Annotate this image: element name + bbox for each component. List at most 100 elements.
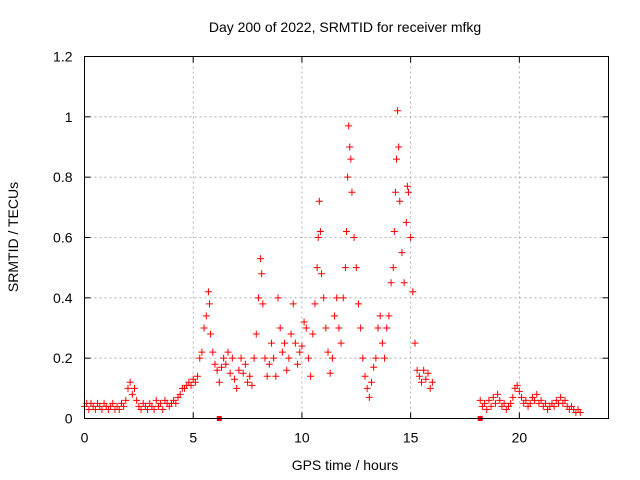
data-point bbox=[304, 354, 312, 362]
data-point bbox=[518, 393, 526, 401]
data-point bbox=[209, 348, 217, 356]
data-point bbox=[222, 360, 230, 368]
data-point bbox=[200, 324, 208, 332]
data-point bbox=[372, 354, 380, 362]
data-point bbox=[400, 279, 408, 287]
data-point bbox=[394, 107, 402, 115]
data-point bbox=[533, 390, 541, 398]
data-point bbox=[507, 399, 515, 407]
data-point bbox=[494, 390, 502, 398]
y-tick-label: 0 bbox=[65, 411, 73, 427]
data-point bbox=[413, 366, 421, 374]
y-tick-label: 1 bbox=[65, 109, 73, 125]
grid-lines bbox=[84, 56, 609, 419]
data-point bbox=[283, 366, 291, 374]
data-point bbox=[381, 354, 389, 362]
data-point bbox=[378, 339, 386, 347]
data-point bbox=[252, 330, 260, 338]
data-point bbox=[172, 399, 180, 407]
data-point bbox=[404, 188, 412, 196]
data-point bbox=[207, 330, 215, 338]
data-point bbox=[522, 396, 530, 404]
data-point bbox=[261, 354, 269, 362]
data-point bbox=[422, 375, 430, 383]
data-point bbox=[489, 393, 497, 401]
data-point bbox=[326, 369, 334, 377]
data-point bbox=[345, 122, 353, 130]
x-tick-label: 10 bbox=[294, 430, 310, 446]
data-point bbox=[496, 396, 504, 404]
data-point bbox=[424, 369, 432, 377]
data-point bbox=[233, 384, 241, 392]
data-point bbox=[237, 354, 245, 362]
data-point bbox=[352, 264, 360, 272]
data-point bbox=[187, 381, 195, 389]
data-point bbox=[235, 366, 243, 374]
data-point bbox=[385, 312, 393, 320]
data-point bbox=[126, 378, 134, 386]
data-point bbox=[257, 255, 265, 263]
data-point bbox=[246, 372, 254, 380]
data-point bbox=[389, 264, 397, 272]
data-point bbox=[285, 354, 293, 362]
data-point bbox=[398, 249, 406, 257]
y-tick-label: 0.4 bbox=[53, 290, 73, 306]
data-point bbox=[515, 387, 523, 395]
data-point bbox=[420, 366, 428, 374]
data-point bbox=[359, 354, 367, 362]
data-point bbox=[298, 342, 306, 350]
data-point bbox=[226, 369, 234, 377]
data-point bbox=[550, 402, 558, 410]
data-point bbox=[383, 324, 391, 332]
data-point bbox=[133, 396, 141, 404]
data-point bbox=[307, 372, 315, 380]
data-point bbox=[300, 318, 308, 326]
data-point bbox=[409, 288, 417, 296]
data-point bbox=[248, 381, 256, 389]
data-point bbox=[204, 288, 212, 296]
data-point bbox=[122, 396, 130, 404]
y-axis-label: SRMTID / TECUs bbox=[5, 182, 21, 292]
data-point bbox=[350, 234, 358, 241]
data-point bbox=[320, 294, 328, 302]
data-point bbox=[215, 378, 223, 386]
data-point bbox=[395, 143, 403, 151]
data-point bbox=[418, 378, 426, 386]
data-point bbox=[213, 366, 221, 374]
data-point bbox=[537, 396, 545, 404]
data-point bbox=[311, 300, 319, 308]
data-point bbox=[324, 348, 332, 356]
data-point bbox=[281, 339, 289, 347]
data-point bbox=[483, 405, 491, 413]
data-point bbox=[415, 372, 423, 380]
data-point bbox=[220, 354, 228, 362]
data-point bbox=[509, 393, 517, 401]
data-point bbox=[341, 264, 349, 272]
data-point bbox=[411, 339, 419, 347]
data-point bbox=[250, 354, 258, 362]
x-axis-label: GPS time / hours bbox=[292, 457, 399, 473]
data-point bbox=[302, 324, 310, 332]
data-point bbox=[513, 381, 521, 389]
data-point bbox=[541, 399, 549, 407]
data-point bbox=[361, 372, 369, 380]
data-point bbox=[491, 399, 499, 407]
data-point bbox=[428, 378, 436, 386]
data-points bbox=[81, 107, 584, 421]
data-point bbox=[254, 294, 262, 302]
data-point bbox=[239, 369, 247, 377]
data-point bbox=[315, 197, 323, 205]
data-point bbox=[144, 405, 152, 413]
data-point bbox=[194, 372, 202, 380]
y-tick-label: 1.2 bbox=[53, 49, 73, 65]
data-point bbox=[150, 405, 158, 413]
data-point bbox=[376, 312, 384, 320]
data-point bbox=[263, 372, 271, 380]
axis-ticks: 0 0.2 0.4 0.6 0.8 1 1.2 0 5 10 15 20 bbox=[53, 49, 609, 446]
data-point bbox=[278, 348, 286, 356]
y-tick-label: 0.2 bbox=[53, 350, 73, 366]
data-point bbox=[331, 312, 339, 320]
y-tick-label: 0.6 bbox=[53, 230, 73, 246]
data-point bbox=[370, 363, 378, 371]
